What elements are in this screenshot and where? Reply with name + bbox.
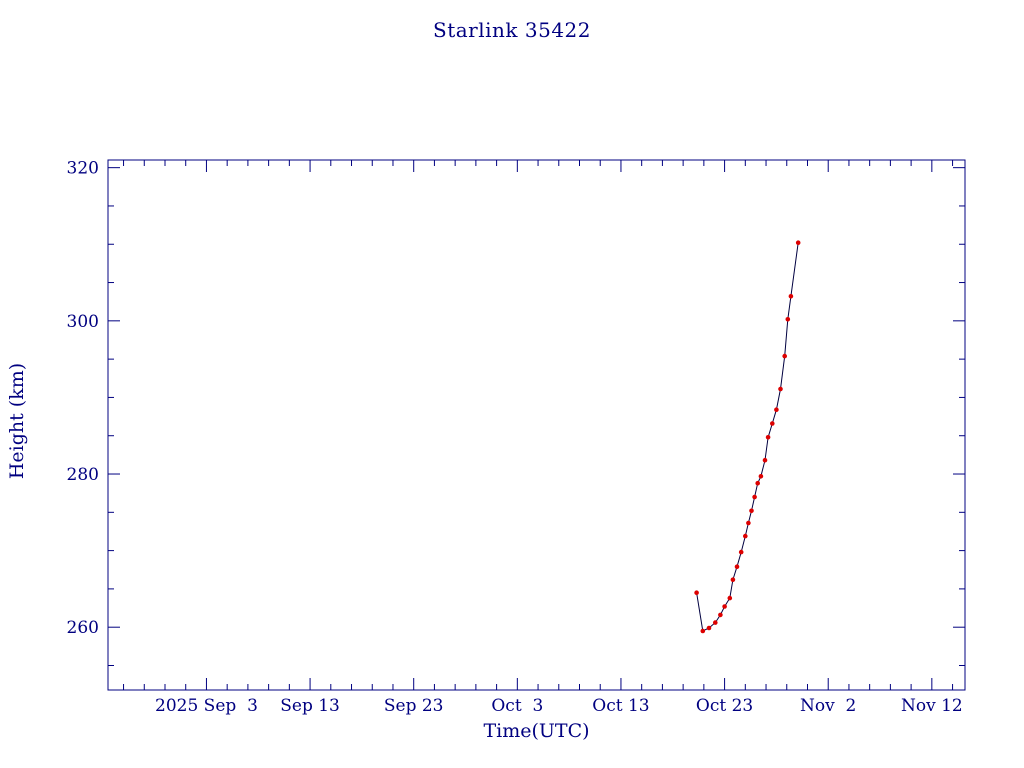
data-point: [743, 533, 748, 539]
data-point: [713, 620, 718, 625]
y-tick-label: 280: [67, 465, 99, 485]
y-tick-label: 260: [67, 618, 99, 638]
x-tick-label: Oct 13: [592, 696, 649, 716]
data-point: [774, 407, 779, 413]
plot-frame: [107, 159, 966, 691]
data-point: [706, 625, 712, 631]
data-point: [770, 421, 775, 426]
x-tick-label: Sep 23: [384, 696, 444, 716]
x-tick-label: Nov 2: [800, 696, 856, 716]
x-tick-label: Sep 13: [280, 696, 340, 716]
data-point: [722, 604, 727, 609]
data-point: [765, 435, 771, 440]
data-point: [758, 474, 764, 479]
chart-title: Starlink 35422: [433, 18, 591, 42]
data-point: [727, 595, 733, 601]
data-line: [696, 242, 799, 632]
data-point: [700, 628, 706, 634]
data-point: [778, 386, 783, 392]
data-point: [734, 564, 740, 569]
data-point: [730, 577, 736, 582]
x-tick-label: 2025 Sep 3: [155, 696, 258, 716]
data-point: [718, 612, 723, 618]
data-point: [762, 457, 768, 463]
data-point: [749, 508, 754, 514]
y-tick-label: 320: [67, 159, 99, 179]
data-point: [755, 480, 760, 486]
x-tick-label: Oct 23: [696, 696, 753, 716]
data-point: [788, 294, 794, 299]
data-point: [752, 494, 757, 500]
data-point: [694, 590, 699, 595]
data-point: [746, 520, 751, 526]
data-point: [738, 549, 744, 555]
data-point: [782, 353, 787, 359]
data-point: [785, 317, 791, 322]
x-tick-label: Nov 12: [901, 696, 963, 716]
x-axis-title: Time(UTC): [483, 720, 590, 742]
x-tick-label: Oct 3: [491, 696, 543, 716]
data-point: [795, 240, 801, 245]
y-tick-label: 300: [67, 312, 99, 332]
